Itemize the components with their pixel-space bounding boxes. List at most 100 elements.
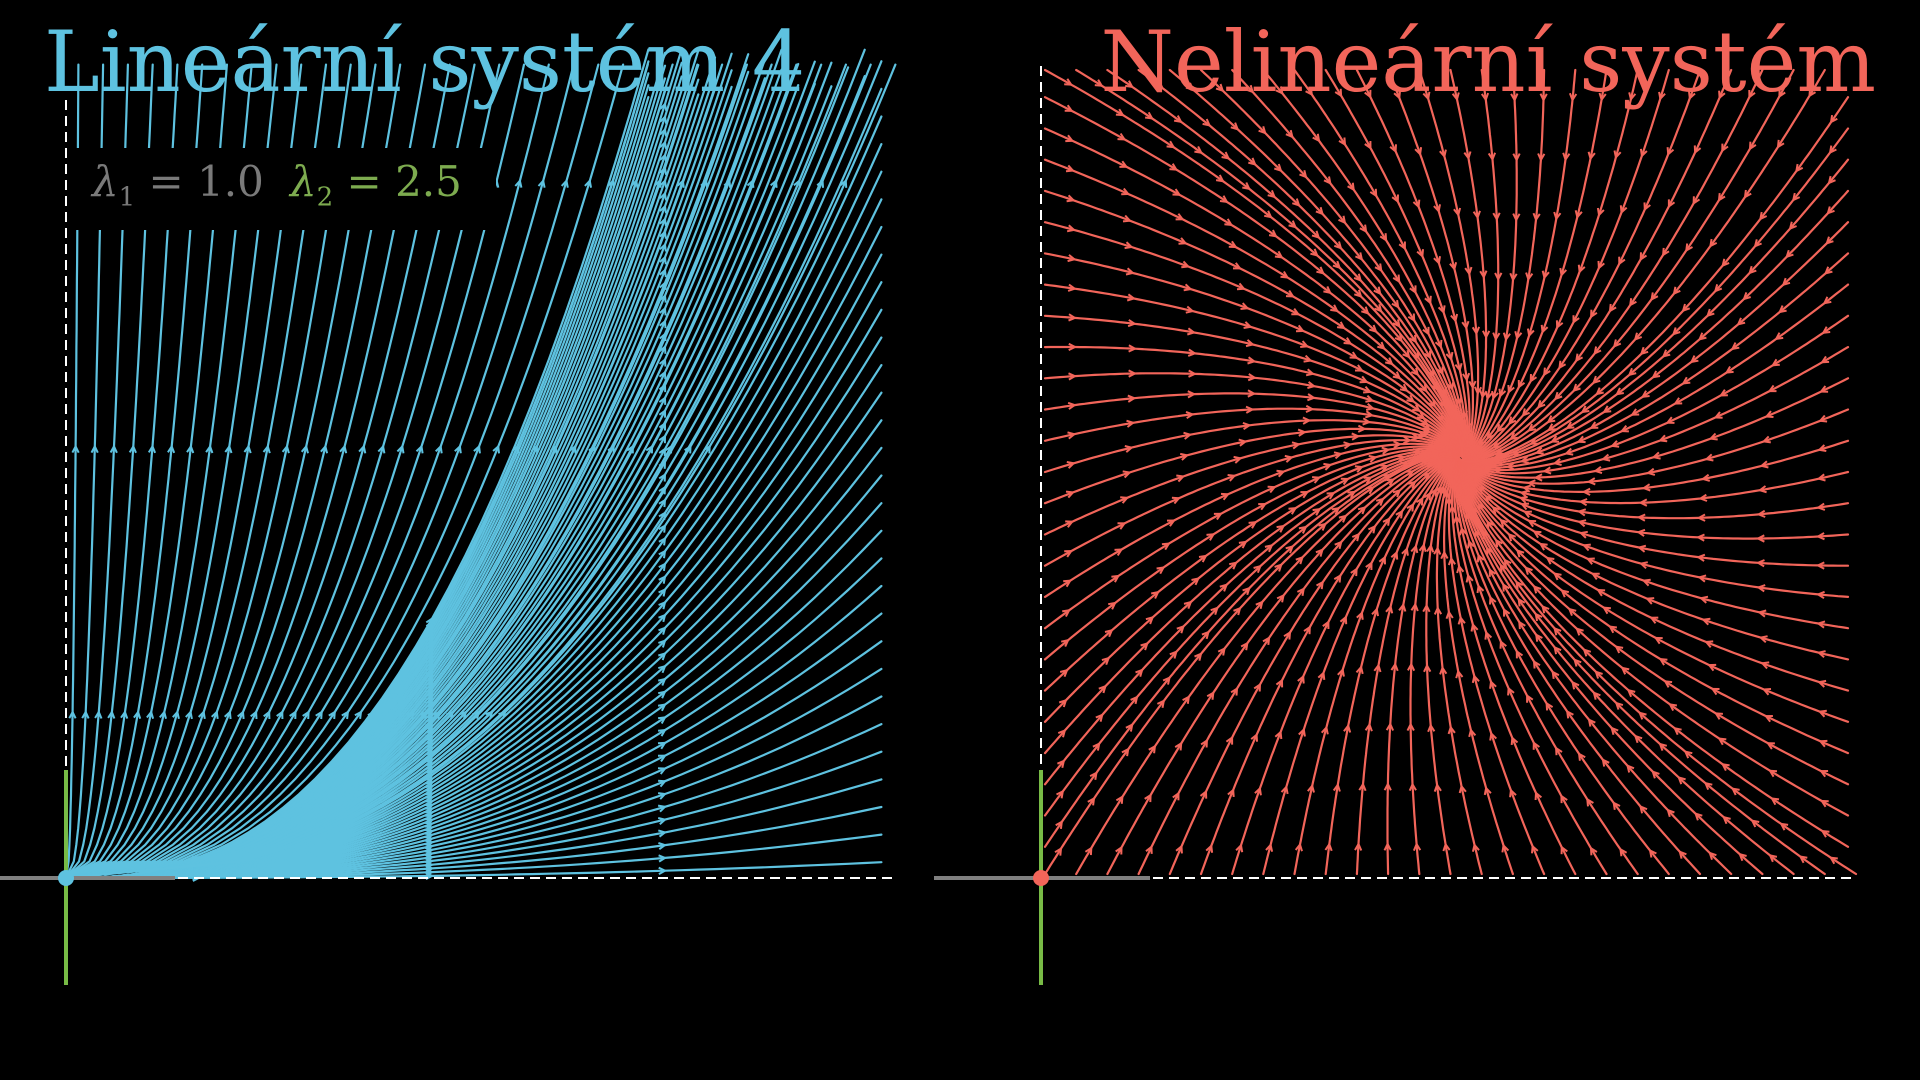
nonlinear-flow-arrow	[1433, 782, 1442, 792]
nonlinear-flow-arrow	[1722, 815, 1731, 825]
linear-streamline	[64, 63, 674, 880]
linear-flow-arrow	[746, 178, 755, 188]
nonlinear-flow-arrow	[1456, 564, 1465, 574]
nonlinear-flow-arrow	[1755, 559, 1765, 568]
nonlinear-flow-arrow	[1424, 295, 1432, 305]
nonlinear-flow-arrow	[1590, 572, 1600, 580]
nonlinear-flow-arrow	[1683, 750, 1693, 759]
nonlinear-flow-arrow	[1517, 597, 1526, 607]
nonlinear-flow-arrow	[1303, 625, 1311, 635]
nonlinear-flow-arrow	[1285, 290, 1295, 298]
nonlinear-flow-arrow	[1552, 458, 1562, 466]
linear-flow-arrow	[81, 709, 90, 719]
nonlinear-flow-arrow	[1068, 342, 1078, 351]
nonlinear-flow-arrow	[1696, 553, 1706, 562]
nonlinear-flow-arrow	[1697, 332, 1707, 341]
nonlinear-flow-arrow	[1540, 324, 1549, 334]
nonlinear-flow-arrow	[1242, 182, 1251, 191]
nonlinear-flow-arrow	[1565, 421, 1575, 430]
nonlinear-flow-arrow	[1393, 90, 1401, 100]
linear-flow-arrow	[560, 178, 569, 188]
nonlinear-flow-arrow	[1628, 298, 1637, 307]
nonlinear-streamline	[1043, 96, 1464, 458]
nonlinear-flow-arrow	[1466, 539, 1475, 549]
nonlinear-flow-arrow	[1064, 550, 1074, 558]
nonlinear-flow-arrow	[1554, 746, 1563, 756]
nonlinear-flow-arrow	[1507, 532, 1517, 542]
lambda2-index: 2	[316, 182, 334, 213]
nonlinear-flow-arrow	[1501, 843, 1510, 853]
nonlinear-flow-arrow	[1658, 742, 1668, 751]
nonlinear-flow-arrow	[1243, 321, 1253, 329]
nonlinear-flow-arrow	[1264, 210, 1273, 219]
nonlinear-flow-arrow	[1555, 320, 1564, 330]
nonlinear-flow-arrow	[1068, 372, 1078, 381]
nonlinear-flow-arrow	[1761, 435, 1771, 444]
nonlinear-flow-arrow	[1580, 405, 1590, 414]
nonlinear-flow-arrow	[1285, 129, 1294, 139]
linear-flow-arrow	[569, 444, 577, 454]
nonlinear-flow-arrow	[1589, 846, 1598, 856]
nonlinear-flow-arrow	[1297, 674, 1305, 684]
nonlinear-flow-arrow	[1484, 391, 1493, 401]
linear-flow-arrow	[339, 444, 348, 454]
nonlinear-streamline	[1043, 252, 1463, 456]
linear-flow-arrow	[393, 710, 402, 720]
linear-flow-arrow	[492, 444, 500, 454]
nonlinear-flow-arrow	[1614, 701, 1624, 710]
nonlinear-flow-arrow	[1382, 517, 1391, 526]
nonlinear-flow-arrow	[1312, 476, 1322, 484]
nonlinear-flow-arrow	[1433, 605, 1443, 615]
nonlinear-flow-arrow	[1182, 695, 1191, 704]
nonlinear-flow-arrow	[1759, 211, 1768, 221]
nonlinear-flow-arrow	[1479, 270, 1488, 280]
nonlinear-flow-arrow	[1619, 847, 1628, 857]
nonlinear-flow-arrow	[1292, 198, 1301, 207]
nonlinear-flow-arrow	[1276, 593, 1285, 603]
nonlinear-streamline	[1460, 314, 1850, 472]
nonlinear-flow-arrow	[1365, 402, 1376, 411]
nonlinear-flow-arrow	[1457, 615, 1466, 625]
nonlinear-streamline	[1043, 453, 1462, 876]
nonlinear-streamline	[1460, 439, 1850, 493]
linear-flow-arrow	[250, 709, 258, 720]
nonlinear-flow-arrow	[1721, 258, 1730, 268]
nonlinear-flow-arrow	[1385, 604, 1394, 614]
nonlinear-flow-arrow	[1534, 633, 1543, 642]
nonlinear-flow-arrow	[1816, 650, 1826, 659]
linear-flow-arrow	[658, 472, 667, 482]
linear-streamline	[64, 63, 872, 880]
linear-flow-arrow	[185, 709, 193, 720]
nonlinear-flow-arrow	[1220, 492, 1231, 501]
nonlinear-flow-arrow	[1636, 513, 1646, 522]
linear-axes	[0, 100, 898, 985]
nonlinear-flow-arrow	[1410, 602, 1419, 612]
linear-flow-arrow	[658, 829, 668, 838]
nonlinear-flow-arrow	[1436, 366, 1444, 376]
nonlinear-flow-arrow	[1472, 210, 1481, 220]
nonlinear-flow-arrow	[1066, 194, 1076, 203]
linear-flow-arrow	[354, 710, 363, 720]
linear-flow-arrow	[816, 178, 824, 188]
nonlinear-flow-arrow	[1362, 417, 1372, 426]
nonlinear-flow-arrow	[1062, 609, 1071, 618]
nonlinear-flow-arrow	[1215, 83, 1225, 93]
nonlinear-flow-arrow	[1574, 353, 1584, 363]
nonlinear-streamline	[1355, 457, 1459, 876]
nonlinear-flow-arrow	[1454, 363, 1463, 373]
lambda1-index: 1	[118, 182, 136, 213]
nonlinear-flow-arrow	[1276, 524, 1286, 533]
nonlinear-flow-arrow	[1551, 670, 1560, 680]
nonlinear-flow-arrow	[1339, 615, 1348, 625]
nonlinear-flow-arrow	[1587, 151, 1596, 161]
nonlinear-flow-arrow	[1827, 175, 1836, 185]
nonlinear-flow-arrow	[1819, 385, 1829, 393]
nonlinear-flow-arrow	[1357, 506, 1367, 515]
nonlinear-streamline	[1043, 372, 1462, 455]
nonlinear-flow-arrow	[1359, 224, 1368, 234]
nonlinear-flow-arrow	[1576, 435, 1586, 444]
linear-flow-arrow	[657, 703, 667, 712]
nonlinear-flow-arrow	[1510, 735, 1519, 745]
nonlinear-flow-arrow	[1115, 108, 1125, 117]
nonlinear-flow-arrow	[1380, 464, 1390, 472]
